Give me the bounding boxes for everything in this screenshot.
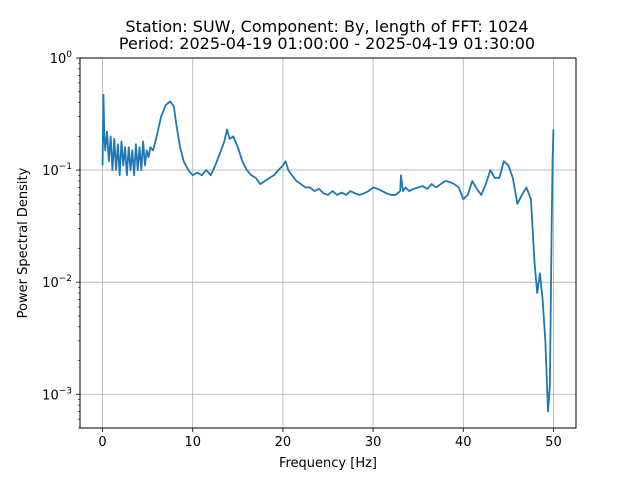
chart-title-line-1: Station: SUW, Component: By, length of F… xyxy=(125,17,528,36)
y-tick-label: 10−1 xyxy=(42,162,72,179)
y-tick-label: 10−2 xyxy=(42,274,72,291)
x-tick-label: 10 xyxy=(184,435,201,450)
chart-title-line-2: Period: 2025-04-19 01:00:00 - 2025-04-19… xyxy=(119,34,535,53)
x-tick-label: 40 xyxy=(455,435,472,450)
ticks: 0 10 20 30 40 50 10−3 10−2 10−1 100 xyxy=(42,50,562,450)
y-axis-label: Power Spectral Density xyxy=(16,167,31,318)
x-tick-label: 30 xyxy=(365,435,382,450)
x-tick-label: 20 xyxy=(275,435,292,450)
x-tick-label: 0 xyxy=(98,435,106,450)
axes-frame xyxy=(79,57,577,429)
plot-area xyxy=(101,93,555,413)
psd-series-line xyxy=(101,93,555,413)
y-tick-label: 100 xyxy=(50,50,73,67)
x-axis-label: Frequency [Hz] xyxy=(279,456,377,471)
y-tick-label: 10−3 xyxy=(42,386,72,403)
x-tick-label: 50 xyxy=(545,435,562,450)
